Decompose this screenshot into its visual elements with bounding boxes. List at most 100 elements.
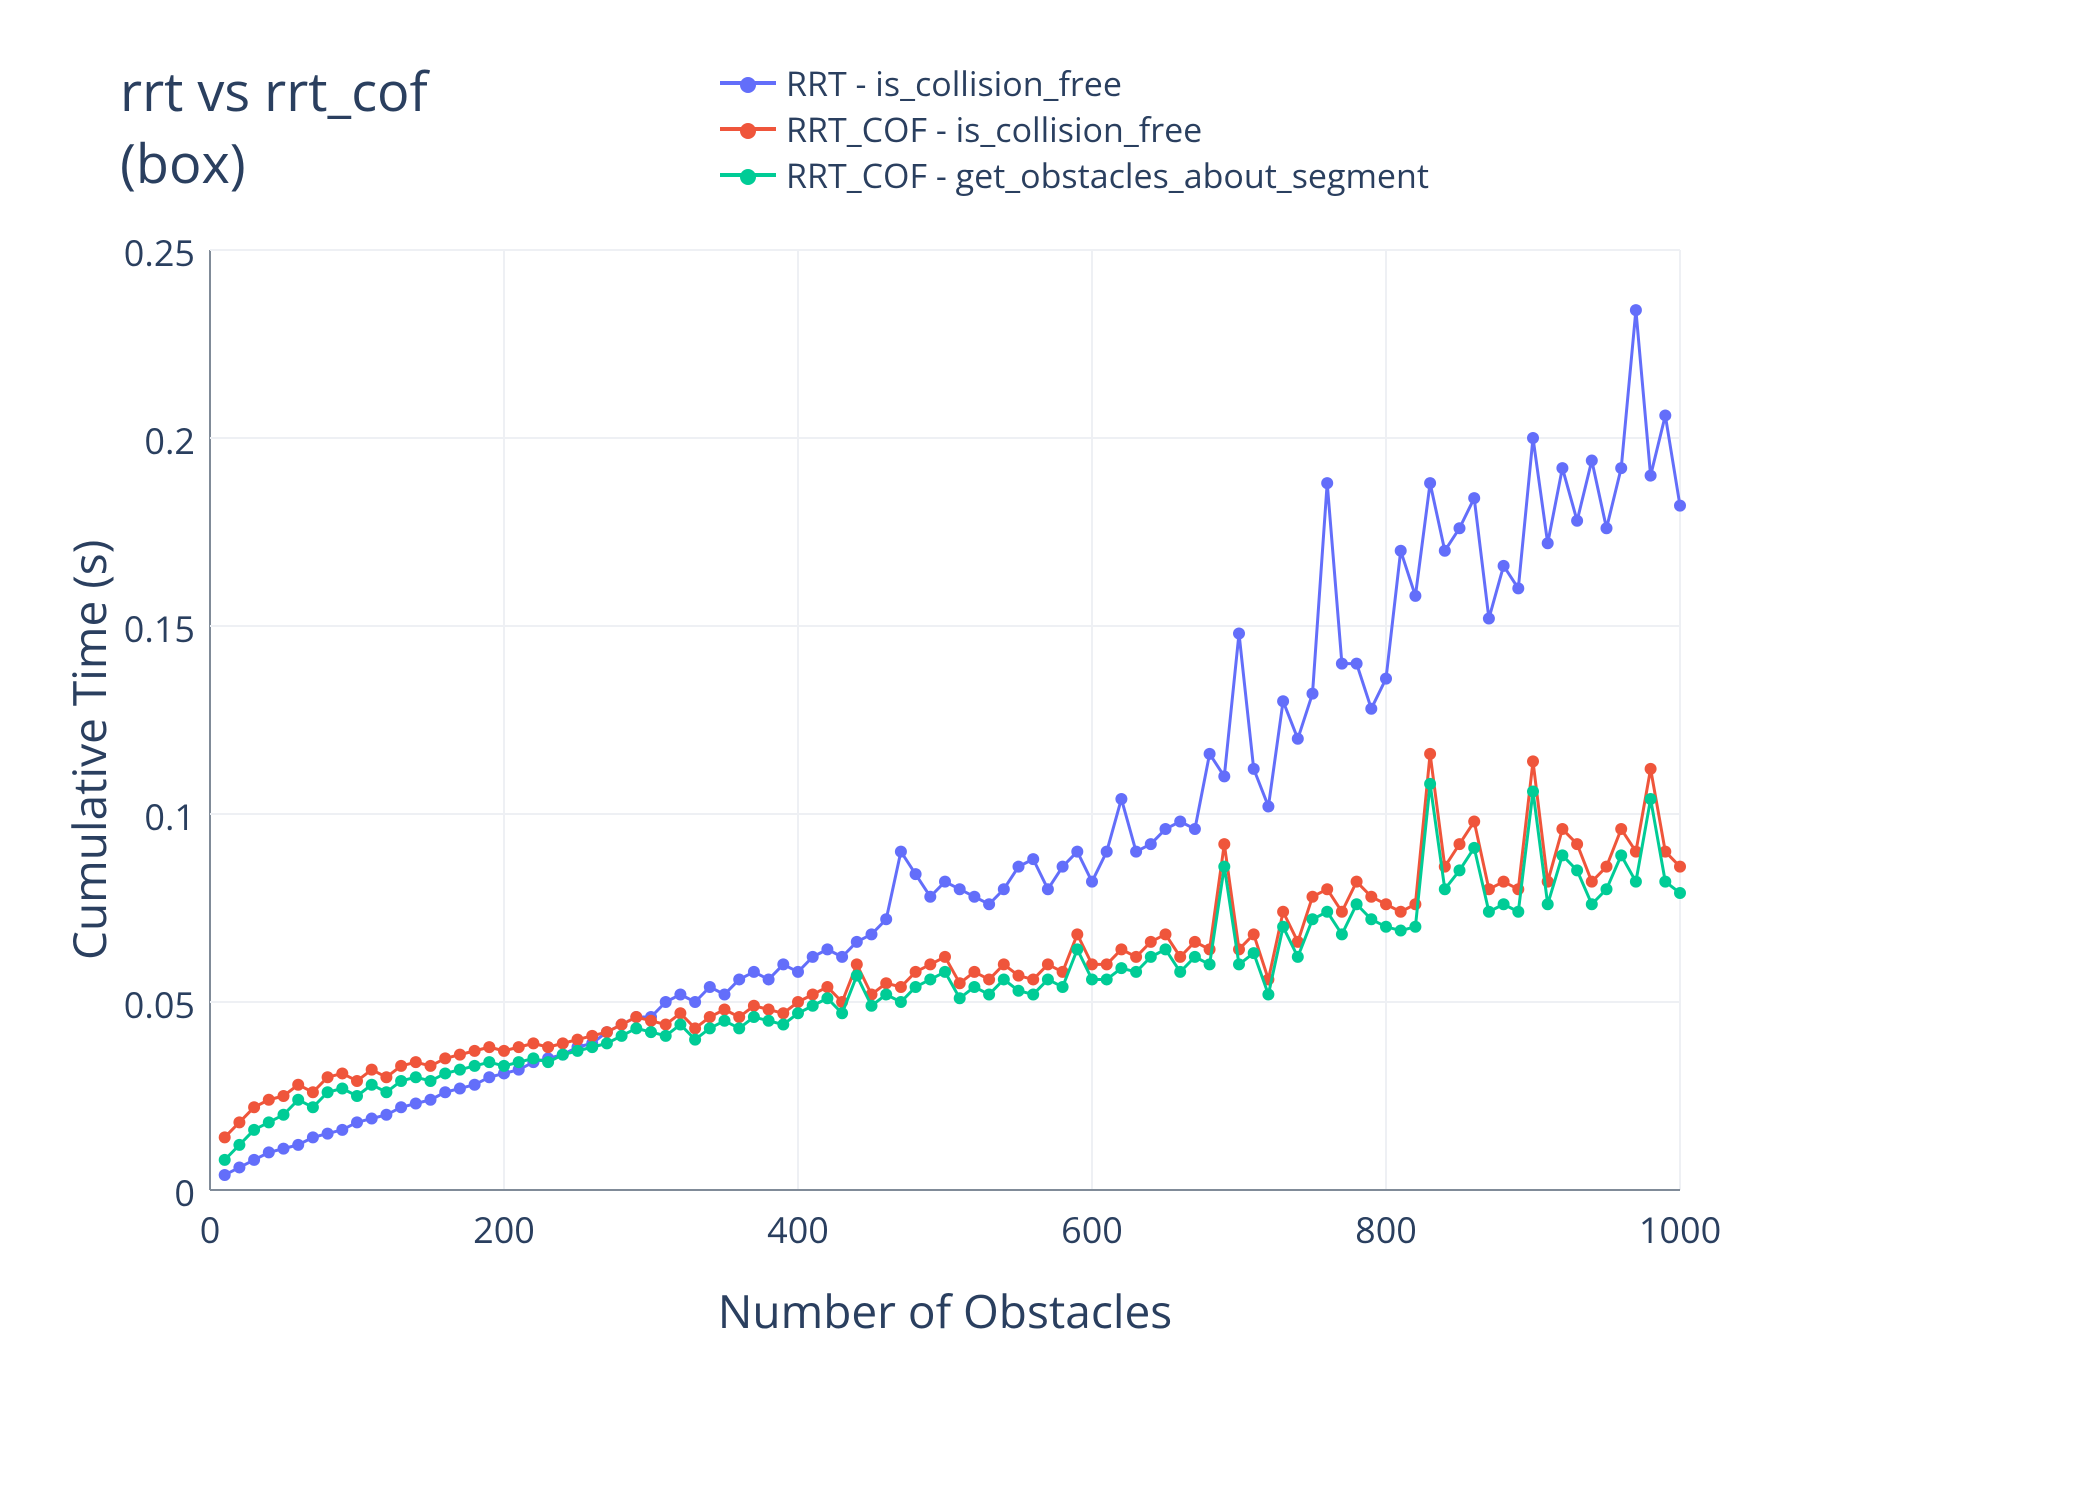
series-marker-1[interactable]	[292, 1079, 304, 1091]
series-marker-2[interactable]	[1542, 898, 1554, 910]
series-marker-2[interactable]	[1189, 951, 1201, 963]
series-marker-2[interactable]	[836, 1007, 848, 1019]
series-marker-1[interactable]	[748, 1000, 760, 1012]
series-marker-0[interactable]	[292, 1139, 304, 1151]
series-marker-1[interactable]	[248, 1101, 260, 1113]
series-marker-1[interactable]	[1601, 861, 1613, 873]
series-marker-0[interactable]	[1307, 688, 1319, 700]
series-marker-2[interactable]	[895, 996, 907, 1008]
series-marker-2[interactable]	[395, 1075, 407, 1087]
series-marker-2[interactable]	[719, 1015, 731, 1027]
series-marker-2[interactable]	[292, 1094, 304, 1106]
series-marker-0[interactable]	[1409, 590, 1421, 602]
series-marker-0[interactable]	[1483, 612, 1495, 624]
series-marker-0[interactable]	[1365, 703, 1377, 715]
series-marker-2[interactable]	[1571, 864, 1583, 876]
series-marker-0[interactable]	[1336, 658, 1348, 670]
series-marker-0[interactable]	[807, 951, 819, 963]
series-marker-2[interactable]	[1218, 861, 1230, 873]
series-marker-2[interactable]	[439, 1067, 451, 1079]
series-marker-2[interactable]	[910, 981, 922, 993]
series-marker-0[interactable]	[351, 1116, 363, 1128]
series-marker-0[interactable]	[851, 936, 863, 948]
series-marker-2[interactable]	[263, 1116, 275, 1128]
series-marker-1[interactable]	[1351, 876, 1363, 888]
series-marker-2[interactable]	[1424, 778, 1436, 790]
series-marker-2[interactable]	[1262, 988, 1274, 1000]
series-marker-2[interactable]	[1351, 898, 1363, 910]
series-marker-0[interactable]	[821, 943, 833, 955]
series-marker-0[interactable]	[1468, 492, 1480, 504]
series-marker-2[interactable]	[1601, 883, 1613, 895]
series-marker-0[interactable]	[1674, 500, 1686, 512]
series-marker-1[interactable]	[777, 1007, 789, 1019]
series-marker-1[interactable]	[968, 966, 980, 978]
series-marker-1[interactable]	[322, 1071, 334, 1083]
series-marker-2[interactable]	[1674, 887, 1686, 899]
series-marker-1[interactable]	[278, 1090, 290, 1102]
series-marker-0[interactable]	[895, 846, 907, 858]
series-marker-1[interactable]	[1013, 970, 1025, 982]
series-marker-0[interactable]	[219, 1169, 231, 1181]
series-marker-0[interactable]	[1645, 470, 1657, 482]
series-marker-1[interactable]	[1380, 898, 1392, 910]
series-marker-0[interactable]	[660, 996, 672, 1008]
series-marker-0[interactable]	[1218, 770, 1230, 782]
series-marker-1[interactable]	[939, 951, 951, 963]
series-marker-0[interactable]	[1204, 748, 1216, 760]
series-marker-0[interactable]	[1057, 861, 1069, 873]
series-marker-1[interactable]	[1101, 958, 1113, 970]
series-marker-1[interactable]	[483, 1041, 495, 1053]
series-marker-1[interactable]	[263, 1094, 275, 1106]
series-marker-0[interactable]	[1527, 432, 1539, 444]
series-marker-0[interactable]	[1512, 582, 1524, 594]
series-marker-2[interactable]	[1248, 947, 1260, 959]
series-marker-2[interactable]	[851, 970, 863, 982]
series-marker-2[interactable]	[469, 1060, 481, 1072]
series-marker-0[interactable]	[1380, 673, 1392, 685]
series-marker-0[interactable]	[1013, 861, 1025, 873]
series-marker-1[interactable]	[542, 1041, 554, 1053]
series-marker-2[interactable]	[924, 973, 936, 985]
series-marker-2[interactable]	[1204, 958, 1216, 970]
series-marker-0[interactable]	[322, 1128, 334, 1140]
series-marker-1[interactable]	[1218, 838, 1230, 850]
series-marker-2[interactable]	[1292, 951, 1304, 963]
series-marker-2[interactable]	[1556, 849, 1568, 861]
series-marker-2[interactable]	[1233, 958, 1245, 970]
series-marker-1[interactable]	[1645, 763, 1657, 775]
series-marker-1[interactable]	[719, 1004, 731, 1016]
series-marker-2[interactable]	[307, 1101, 319, 1113]
series-marker-2[interactable]	[1527, 785, 1539, 797]
series-marker-2[interactable]	[1454, 864, 1466, 876]
series-marker-2[interactable]	[1042, 973, 1054, 985]
series-marker-0[interactable]	[439, 1086, 451, 1098]
series-marker-1[interactable]	[1424, 748, 1436, 760]
series-marker-1[interactable]	[1115, 943, 1127, 955]
series-marker-1[interactable]	[307, 1086, 319, 1098]
series-marker-1[interactable]	[572, 1034, 584, 1046]
series-marker-2[interactable]	[660, 1030, 672, 1042]
series-marker-2[interactable]	[219, 1154, 231, 1166]
series-marker-0[interactable]	[1189, 823, 1201, 835]
series-marker-1[interactable]	[983, 973, 995, 985]
series-marker-1[interactable]	[351, 1075, 363, 1087]
series-marker-1[interactable]	[1571, 838, 1583, 850]
series-marker-2[interactable]	[410, 1071, 422, 1083]
series-marker-1[interactable]	[924, 958, 936, 970]
series-marker-0[interactable]	[1248, 763, 1260, 775]
series-marker-0[interactable]	[777, 958, 789, 970]
series-marker-1[interactable]	[1498, 876, 1510, 888]
series-marker-1[interactable]	[630, 1011, 642, 1023]
series-marker-2[interactable]	[674, 1019, 686, 1031]
series-marker-0[interactable]	[1556, 462, 1568, 474]
series-marker-0[interactable]	[454, 1082, 466, 1094]
series-marker-1[interactable]	[1174, 951, 1186, 963]
series-marker-0[interactable]	[1086, 876, 1098, 888]
series-marker-2[interactable]	[968, 981, 980, 993]
series-marker-2[interactable]	[248, 1124, 260, 1136]
series-marker-1[interactable]	[910, 966, 922, 978]
series-marker-0[interactable]	[307, 1131, 319, 1143]
series-marker-2[interactable]	[733, 1022, 745, 1034]
series-marker-2[interactable]	[1380, 921, 1392, 933]
